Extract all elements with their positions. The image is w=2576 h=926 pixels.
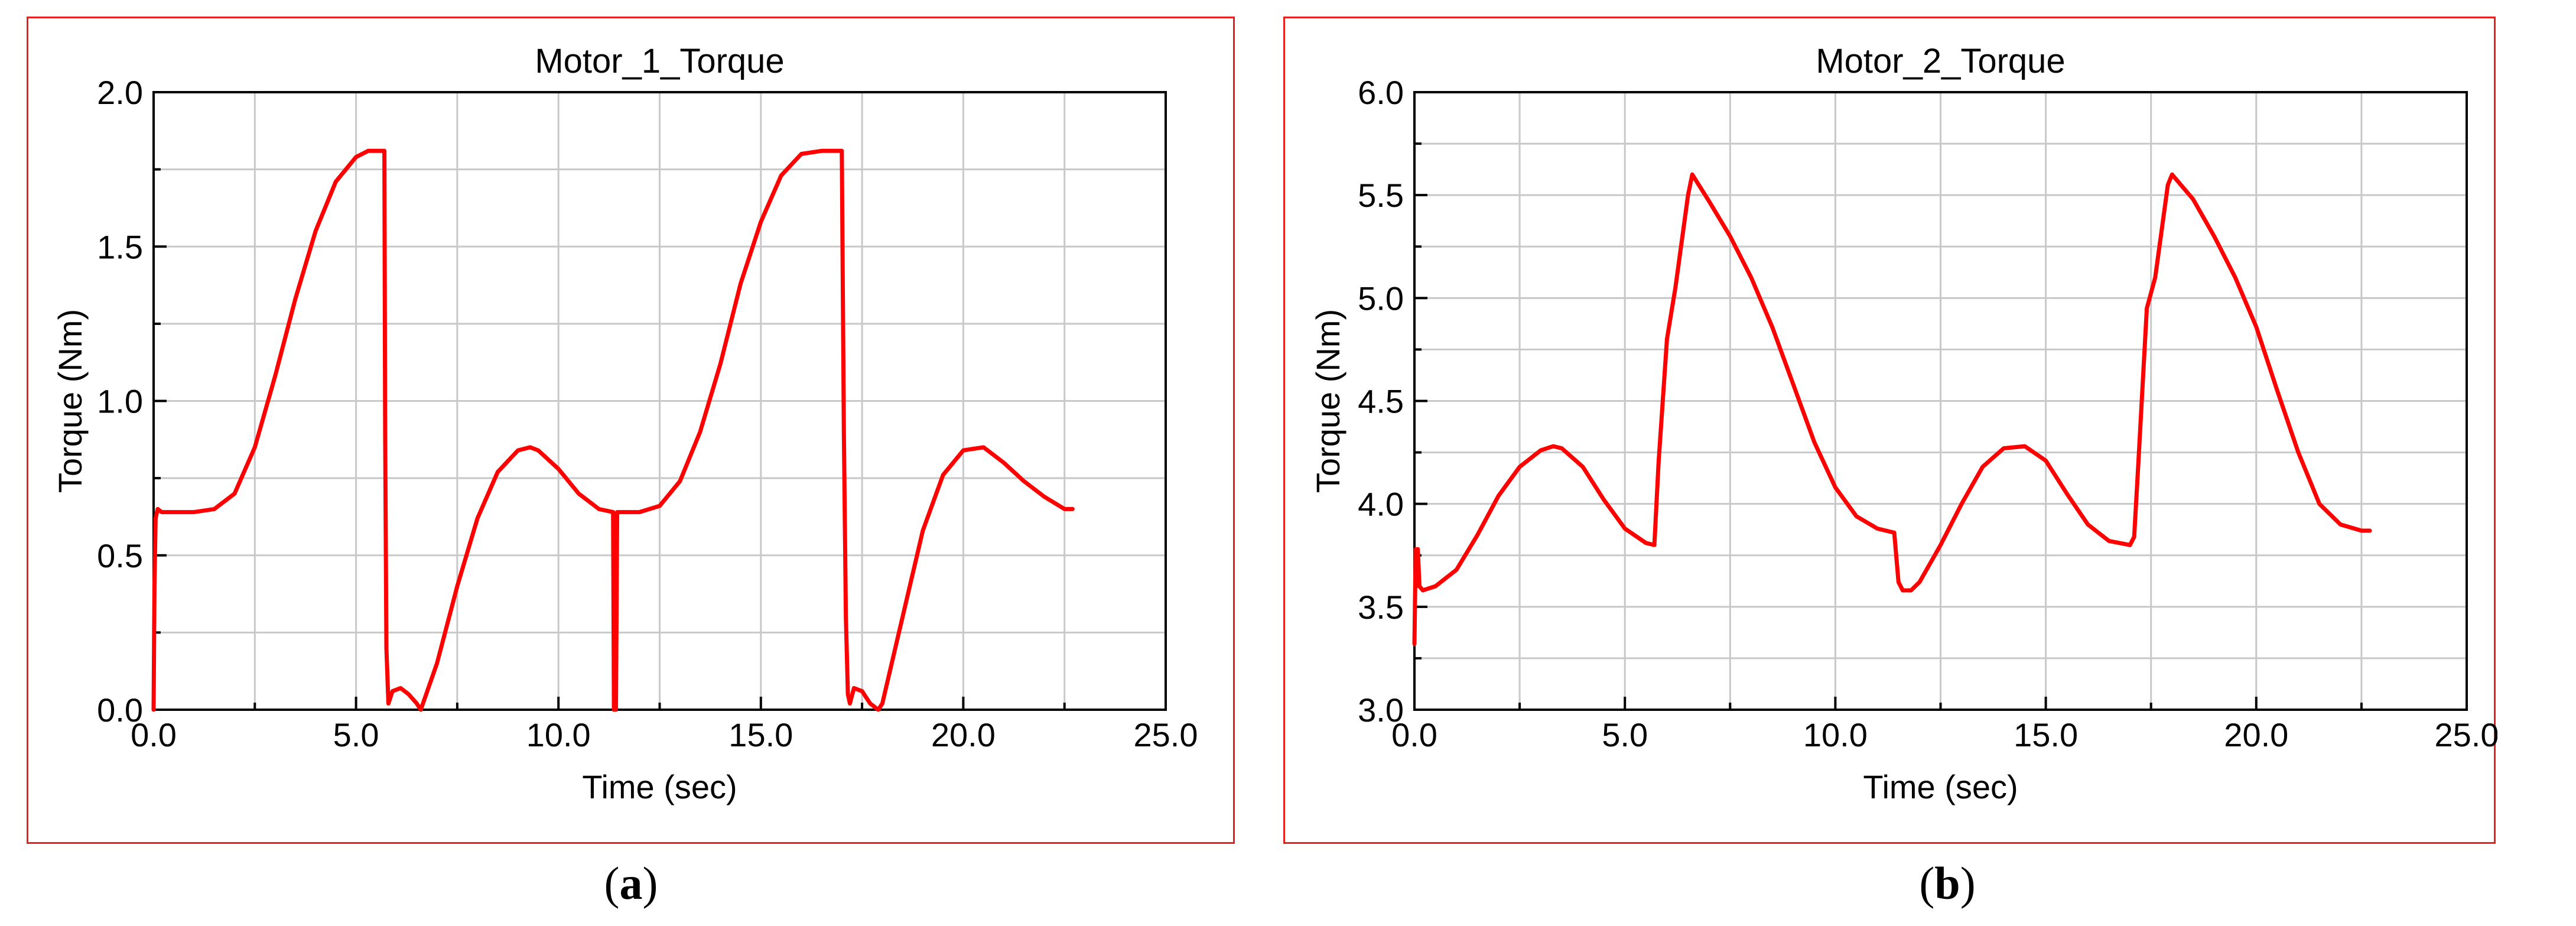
c1-x-tick-label: 20.0 (2224, 716, 2288, 753)
c0-y-tick-label: 1.5 (97, 228, 143, 265)
c0-x-tick-label: 0.0 (131, 716, 177, 753)
c1-x-tick-label: 0.0 (1391, 716, 1437, 753)
c0-x-tick-label: 10.0 (526, 716, 591, 753)
c0-x-axis-label: Time (sec) (582, 768, 737, 805)
c0-y-tick-label: 2.0 (97, 74, 143, 111)
c1-chart-title: Motor_2_Torque (1816, 42, 2065, 80)
caption-a-letter: a (619, 857, 643, 909)
c0-series-line-0 (151, 148, 1075, 712)
c1-y-tick-label: 4.5 (1358, 383, 1404, 420)
c0-x-tick-label: 20.0 (931, 716, 996, 753)
caption-a-close: ) (642, 857, 658, 909)
c0-y-axis-label: Torque (Nm) (51, 309, 89, 493)
c1-x-tick-label: 15.0 (2014, 716, 2078, 753)
c1-y-tick-label: 5.0 (1358, 280, 1404, 317)
c1-y-axis-label: Torque (Nm) (1309, 309, 1346, 493)
caption-b: (b) (1859, 857, 2036, 910)
c1-x-tick-label: 25.0 (2435, 716, 2498, 753)
chart-panel-motor-1: 0.0 5.0 10.0 15.0 20.0 25.0 0.0 0.5 1.0 1.5 2.0 Mot… (27, 17, 1235, 844)
c1-y-tick-label: 3.0 (1358, 691, 1404, 729)
c0-x-tick-label: 15.0 (728, 716, 793, 753)
c1-y-tick-label: 3.5 (1358, 589, 1404, 626)
c0-x-tick-label: 5.0 (333, 716, 379, 753)
c0-chart-title: Motor_1_Torque (535, 42, 784, 80)
c1-y-tick-label: 6.0 (1358, 74, 1404, 111)
c1-series-line-0 (1412, 172, 2372, 646)
c1-y-tick-label: 5.5 (1358, 177, 1404, 214)
caption-a: (a) (542, 857, 720, 910)
chart-motor-1-torque: 0.0 5.0 10.0 15.0 20.0 25.0 0.0 0.5 1.0 1.5 2.0 Mot… (51, 42, 1198, 805)
caption-b-close: ) (1960, 857, 1976, 909)
c0-y-tick-label: 1.0 (97, 383, 143, 420)
caption-b-open: ( (1919, 857, 1935, 909)
c0-y-tick-label: 0.0 (97, 691, 143, 729)
c0-y-tick-label: 0.5 (97, 537, 143, 574)
chart-panel-motor-2: 0.0 5.0 10.0 15.0 20.0 25.0 3.0 3.5 4.0 4.5 5.0 5.5… (1283, 17, 2498, 844)
c0-x-tick-label: 25.0 (1134, 716, 1198, 753)
c1-x-tick-label: 5.0 (1602, 716, 1648, 753)
c1-x-axis-label: Time (sec) (1863, 768, 2018, 805)
caption-b-letter: b (1934, 857, 1960, 909)
c1-y-tick-label: 4.0 (1358, 486, 1404, 523)
chart-motor-2-torque: 0.0 5.0 10.0 15.0 20.0 25.0 3.0 3.5 4.0 4.5 5.0 5.5… (1309, 42, 2498, 805)
caption-a-open: ( (604, 857, 620, 909)
c1-x-tick-label: 10.0 (1803, 716, 1868, 753)
